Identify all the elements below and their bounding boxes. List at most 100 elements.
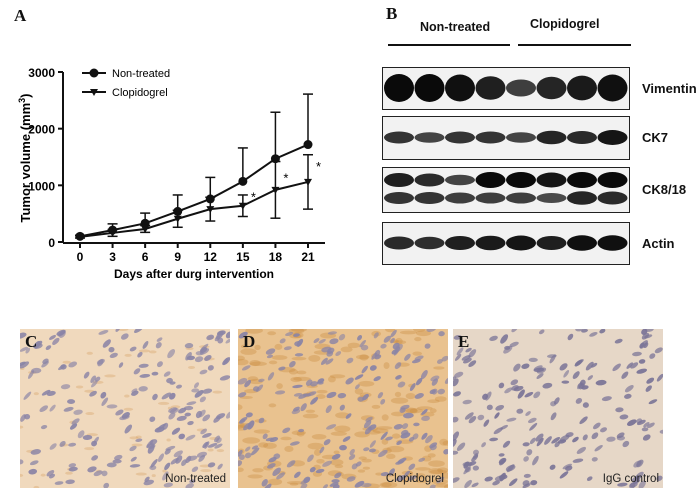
nucleus [163, 371, 171, 377]
nucleus [621, 371, 629, 379]
nucleus [483, 419, 490, 427]
nucleus [272, 467, 281, 476]
nucleus [463, 461, 470, 469]
nucleus [549, 464, 556, 470]
blot-band [597, 74, 628, 102]
nucleus [407, 475, 417, 481]
legend-label: Non-treated [112, 68, 170, 80]
data-point [238, 202, 247, 210]
blot-band [597, 172, 628, 188]
nucleus [521, 363, 530, 369]
nucleus [144, 476, 150, 483]
nucleus [575, 329, 584, 332]
nucleus [646, 377, 655, 384]
nucleus [624, 384, 634, 393]
nucleus [492, 480, 500, 486]
nucleus [567, 333, 574, 341]
blot-band [475, 131, 506, 144]
nucleus [572, 371, 580, 379]
blot-band [536, 172, 567, 188]
nucleus [533, 391, 541, 399]
nucleus [138, 363, 149, 368]
nucleus [327, 347, 335, 354]
significance-asterisk: * [283, 170, 288, 185]
nucleus [138, 386, 148, 392]
nucleus [296, 338, 304, 347]
nucleus [309, 467, 316, 473]
nucleus [129, 346, 137, 352]
nucleus [40, 425, 48, 430]
nucleus [464, 412, 474, 420]
nucleus [151, 371, 159, 376]
nucleus [644, 329, 654, 332]
nucleus [484, 476, 493, 482]
nucleus [486, 404, 493, 411]
nucleus [636, 418, 643, 424]
nucleus [329, 482, 339, 487]
nucleus [20, 332, 27, 339]
nucleus [436, 476, 445, 484]
nucleus [49, 443, 57, 450]
nucleus [184, 343, 194, 349]
nucleus [186, 401, 197, 406]
group-line-non-treated [388, 44, 510, 46]
nucleus [495, 404, 505, 411]
nucleus [318, 338, 326, 344]
nucleus [472, 465, 480, 471]
nucleus [354, 374, 364, 380]
nucleus [373, 332, 379, 339]
nucleus [527, 417, 537, 424]
nucleus [60, 384, 71, 390]
nucleus [600, 427, 608, 433]
nucleus [286, 460, 296, 468]
nucleus [516, 408, 524, 414]
nucleus [238, 460, 243, 467]
nucleus [131, 390, 139, 396]
nucleus [199, 396, 206, 403]
nucleus [283, 346, 292, 351]
blot-band [506, 79, 536, 97]
nucleus [133, 368, 141, 375]
nucleus [262, 433, 268, 440]
nucleus [327, 331, 337, 335]
blot-band [384, 192, 414, 204]
nucleus [425, 435, 433, 444]
nucleus [559, 363, 568, 371]
blot-band [506, 192, 536, 204]
nucleus [289, 361, 296, 368]
nucleus [523, 473, 531, 478]
nucleus [498, 453, 505, 457]
nucleus [368, 424, 377, 431]
nucleus [533, 365, 543, 371]
nucleus [71, 418, 80, 425]
nucleus [542, 382, 553, 389]
nucleus [157, 423, 166, 431]
nucleus [636, 368, 648, 374]
nucleus [499, 459, 506, 466]
nucleus [238, 377, 248, 385]
nucleus [595, 379, 607, 386]
nucleus [168, 407, 178, 413]
nucleus [106, 462, 117, 468]
nucleus [106, 404, 118, 409]
y-tick-label: 3000 [28, 66, 55, 80]
nucleus [565, 465, 573, 471]
nucleus [494, 475, 505, 482]
nucleus [320, 357, 328, 365]
nucleus [102, 339, 111, 348]
blot-band [445, 236, 475, 250]
nucleus [532, 455, 539, 466]
nucleus [409, 383, 416, 392]
nucleus [396, 440, 402, 446]
nucleus [23, 391, 32, 400]
nucleus [363, 420, 372, 429]
data-point [173, 215, 182, 223]
nucleus [189, 479, 196, 484]
nucleus [337, 392, 347, 399]
nucleus [506, 464, 515, 473]
nucleus [164, 462, 171, 471]
nucleus [642, 434, 651, 441]
nucleus [267, 463, 276, 469]
nucleus [226, 411, 230, 419]
